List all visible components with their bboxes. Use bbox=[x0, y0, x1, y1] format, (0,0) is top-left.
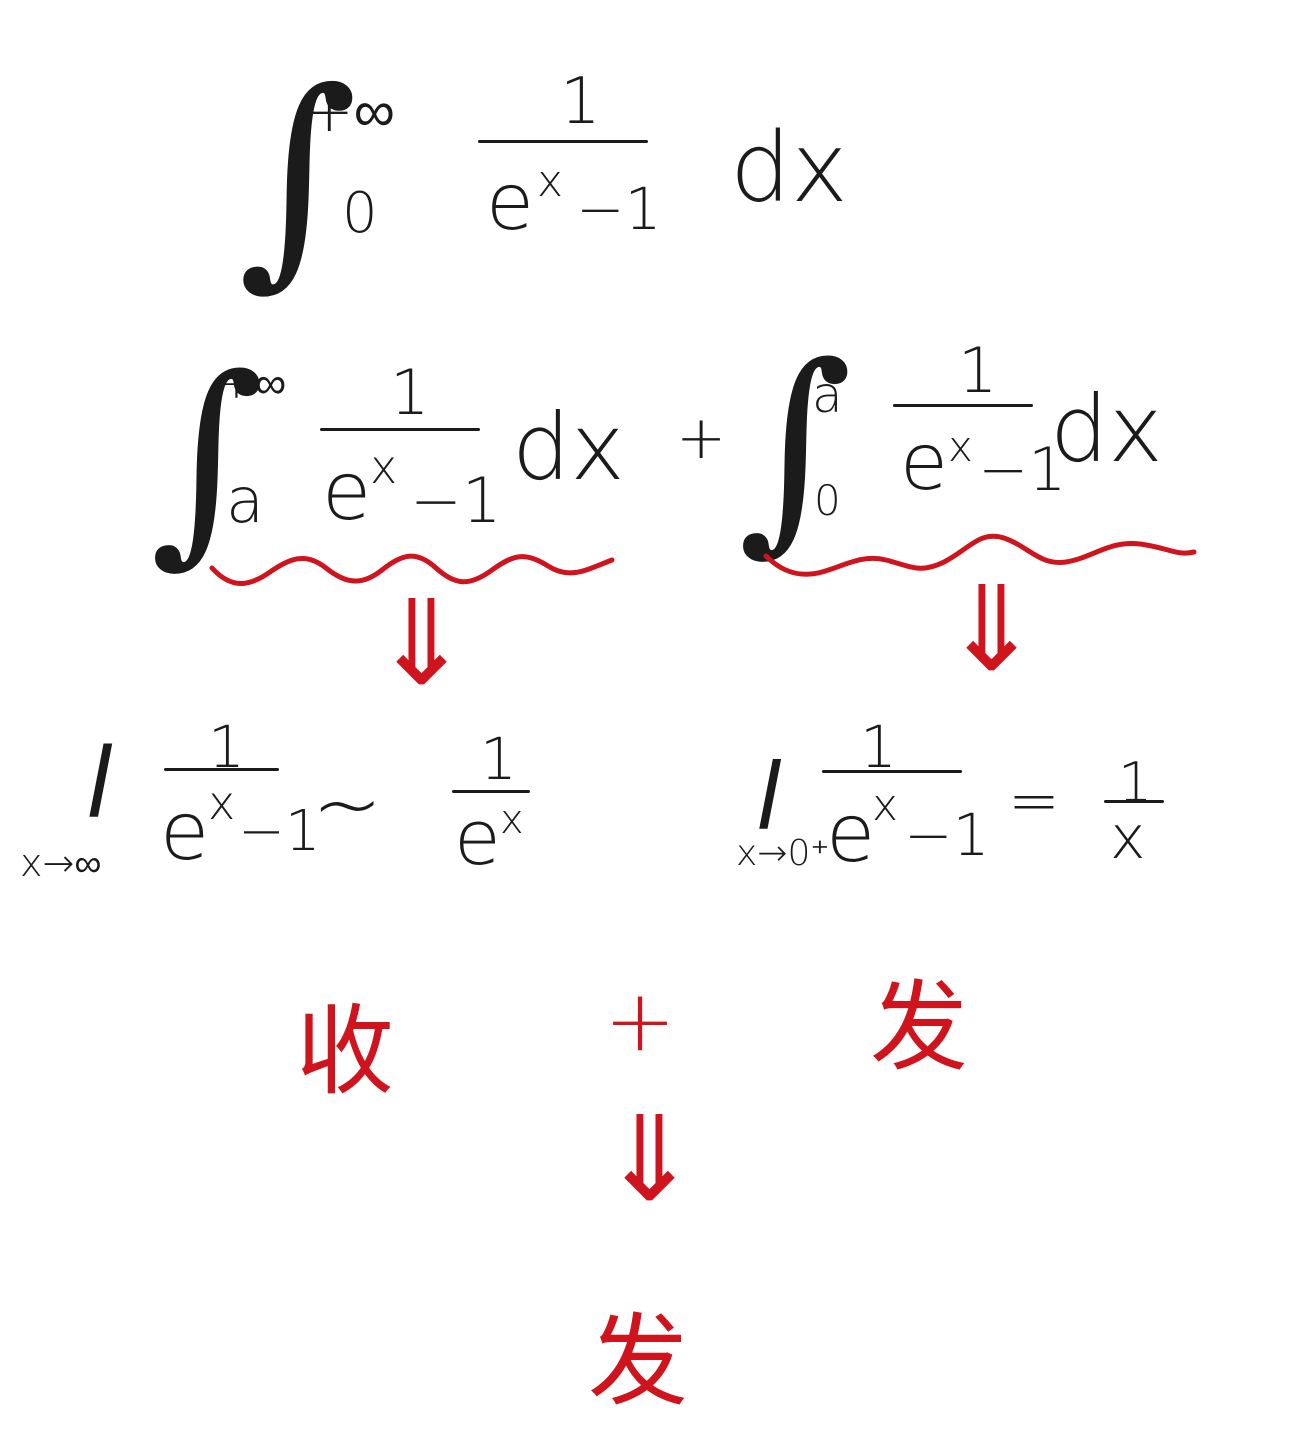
upper-limit: a bbox=[812, 366, 843, 424]
lim-subscript: x→∞ bbox=[20, 841, 102, 885]
integral-sign: ∫ bbox=[150, 330, 265, 586]
rhs-numerator: 1 bbox=[480, 725, 517, 793]
differential: dx bbox=[1050, 376, 1163, 483]
upper-limit: +∞ bbox=[305, 77, 395, 145]
plus-sign: + bbox=[676, 403, 727, 473]
denominator-tail: −1 bbox=[978, 435, 1067, 505]
differential: dx bbox=[730, 112, 848, 224]
numerator: 1 bbox=[860, 713, 897, 781]
lim-symbol: l bbox=[86, 728, 113, 840]
fraction-bar bbox=[822, 770, 962, 773]
numerator: 1 bbox=[208, 713, 245, 781]
numerator: 1 bbox=[560, 65, 601, 139]
verdict-plus: + bbox=[604, 971, 677, 1071]
lim-subscript: x→0⁺ bbox=[736, 833, 830, 874]
denominator-base: e bbox=[160, 785, 210, 878]
rhs-exponent: x bbox=[500, 797, 524, 843]
denominator-exponent: x bbox=[370, 440, 398, 494]
denominator-tail: −1 bbox=[238, 799, 321, 864]
numerator: 1 bbox=[390, 356, 430, 429]
fraction-bar bbox=[478, 140, 648, 143]
denominator-exponent: x bbox=[537, 156, 564, 207]
denominator-exponent: x bbox=[872, 780, 899, 831]
differential: dx bbox=[512, 394, 625, 501]
rhs-fraction-bar bbox=[452, 790, 530, 793]
numerator: 1 bbox=[958, 334, 998, 407]
double-down-arrow-right: ⇓ bbox=[942, 560, 1041, 698]
rhs-denominator: x bbox=[1110, 803, 1146, 873]
rhs-base: e bbox=[454, 793, 501, 882]
denominator-base: e bbox=[322, 445, 372, 538]
denominator-exponent: x bbox=[208, 776, 236, 830]
integral-sign: ∫ bbox=[738, 318, 853, 574]
denominator-base: e bbox=[826, 787, 876, 880]
lower-limit: 0 bbox=[342, 181, 378, 246]
verdict-right-diverges: 发 bbox=[870, 971, 969, 1085]
lim-symbol: l bbox=[756, 744, 782, 851]
verdict-left-converges: 收 bbox=[296, 995, 395, 1109]
fraction-bar bbox=[893, 404, 1033, 407]
denominator-exponent: x bbox=[948, 422, 973, 471]
fraction-bar bbox=[320, 428, 480, 431]
equals-relation: = bbox=[1008, 764, 1060, 837]
upper-limit: +∞ bbox=[218, 358, 287, 409]
double-down-arrow-left: ⇓ bbox=[372, 574, 471, 712]
denominator-base: e bbox=[486, 158, 534, 248]
lower-limit: 0 bbox=[814, 476, 841, 525]
fraction-bar bbox=[164, 768, 279, 771]
denominator-tail: −1 bbox=[904, 801, 990, 869]
denominator-tail: −1 bbox=[576, 175, 662, 243]
rhs-fraction-bar bbox=[1104, 800, 1164, 803]
integral-sign: ∫ bbox=[238, 43, 358, 310]
denominator-tail: −1 bbox=[410, 464, 502, 537]
lower-limit: a bbox=[226, 464, 264, 537]
denominator-base: e bbox=[900, 418, 948, 508]
double-down-arrow-final: ⇓ bbox=[600, 1090, 699, 1228]
verdict-final-diverges: 发 bbox=[588, 1303, 688, 1420]
tilde-relation: ~ bbox=[312, 755, 383, 853]
